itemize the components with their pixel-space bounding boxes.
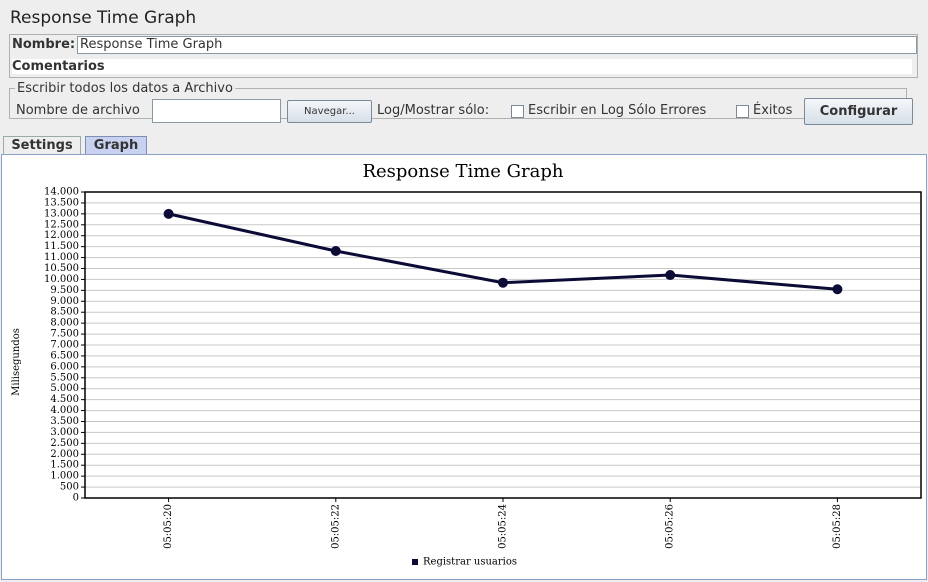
y-axis-label: Milisegundos bbox=[11, 328, 22, 396]
y-tick-label: 6.500 bbox=[50, 350, 79, 361]
panel-title: Response Time Graph bbox=[10, 8, 197, 28]
tab-active[interactable]: Graph bbox=[85, 136, 147, 155]
y-tick-label: 2.500 bbox=[50, 438, 79, 449]
comments-label: Comentarios bbox=[12, 59, 912, 74]
data-point bbox=[330, 246, 341, 257]
y-tick-label: 3.000 bbox=[50, 427, 79, 438]
x-tick-label: 05:05:26 bbox=[665, 504, 676, 549]
y-tick-label: 10.500 bbox=[44, 263, 79, 274]
y-tick-label: 9.500 bbox=[50, 285, 79, 296]
data-point bbox=[665, 270, 676, 281]
y-tick-label: 8.500 bbox=[50, 307, 79, 318]
success-checkbox[interactable] bbox=[736, 105, 749, 118]
name-panel bbox=[9, 34, 918, 78]
y-tick-label: 11.000 bbox=[44, 252, 79, 263]
log-label: Log/Mostrar sólo: bbox=[377, 103, 490, 118]
data-point bbox=[498, 277, 508, 288]
y-tick-label: 6.000 bbox=[50, 361, 79, 372]
y-tick-label: 5.000 bbox=[50, 383, 79, 394]
y-tick-label: 13.500 bbox=[44, 197, 79, 208]
y-tick-label: 10.000 bbox=[44, 274, 79, 285]
y-tick-label: 500 bbox=[60, 482, 79, 493]
y-tick-label: 11.500 bbox=[44, 241, 79, 252]
file-group-title: Escribir todos los datos a Archivo bbox=[17, 81, 233, 96]
data-point bbox=[832, 284, 843, 295]
chart: Response Time Graph Milisegundos 05001.0… bbox=[11, 161, 922, 568]
file-label: Nombre de archivo bbox=[16, 103, 140, 118]
y-tick-label: 4.500 bbox=[50, 394, 79, 405]
x-tick-label: 05:05:20 bbox=[163, 504, 174, 549]
x-tick-label: 05:05:22 bbox=[330, 504, 341, 549]
browse-button[interactable]: Navegar... bbox=[287, 100, 372, 123]
configure-button[interactable]: Configurar bbox=[804, 98, 913, 125]
name-input[interactable]: Response Time Graph bbox=[77, 36, 917, 54]
y-tick-label: 1.000 bbox=[50, 471, 79, 482]
y-tick-label: 9.000 bbox=[50, 296, 79, 307]
errors-checkbox[interactable] bbox=[511, 105, 524, 118]
file-input[interactable] bbox=[152, 99, 281, 123]
x-tick-label: 05:05:28 bbox=[832, 504, 843, 549]
y-tick-label: 7.500 bbox=[50, 329, 79, 340]
name-label: Nombre: bbox=[12, 37, 76, 52]
y-tick-label: 8.000 bbox=[50, 318, 79, 329]
y-tick-label: 2.000 bbox=[50, 449, 79, 460]
success-label: Éxitos bbox=[753, 103, 793, 118]
y-tick-label: 12.000 bbox=[44, 230, 79, 241]
legend-label: Registrar usuarios bbox=[423, 557, 517, 568]
y-tick-label: 4.000 bbox=[50, 405, 79, 416]
y-tick-label: 13.000 bbox=[44, 208, 79, 219]
tab[interactable]: Settings bbox=[3, 136, 81, 155]
y-tick-label: 0 bbox=[73, 493, 79, 504]
y-tick-label: 12.500 bbox=[44, 219, 79, 230]
x-tick-label: 05:05:24 bbox=[498, 504, 509, 549]
y-tick-label: 14.000 bbox=[44, 187, 79, 198]
data-point bbox=[163, 208, 174, 219]
y-tick-label: 7.000 bbox=[50, 340, 79, 351]
legend-marker bbox=[412, 559, 418, 565]
errors-label: Escribir en Log Sólo Errores bbox=[528, 103, 707, 118]
y-tick-label: 1.500 bbox=[50, 460, 79, 471]
y-tick-label: 5.500 bbox=[50, 372, 79, 383]
y-tick-label: 3.500 bbox=[50, 416, 79, 427]
chart-title: Response Time Graph bbox=[362, 161, 563, 182]
